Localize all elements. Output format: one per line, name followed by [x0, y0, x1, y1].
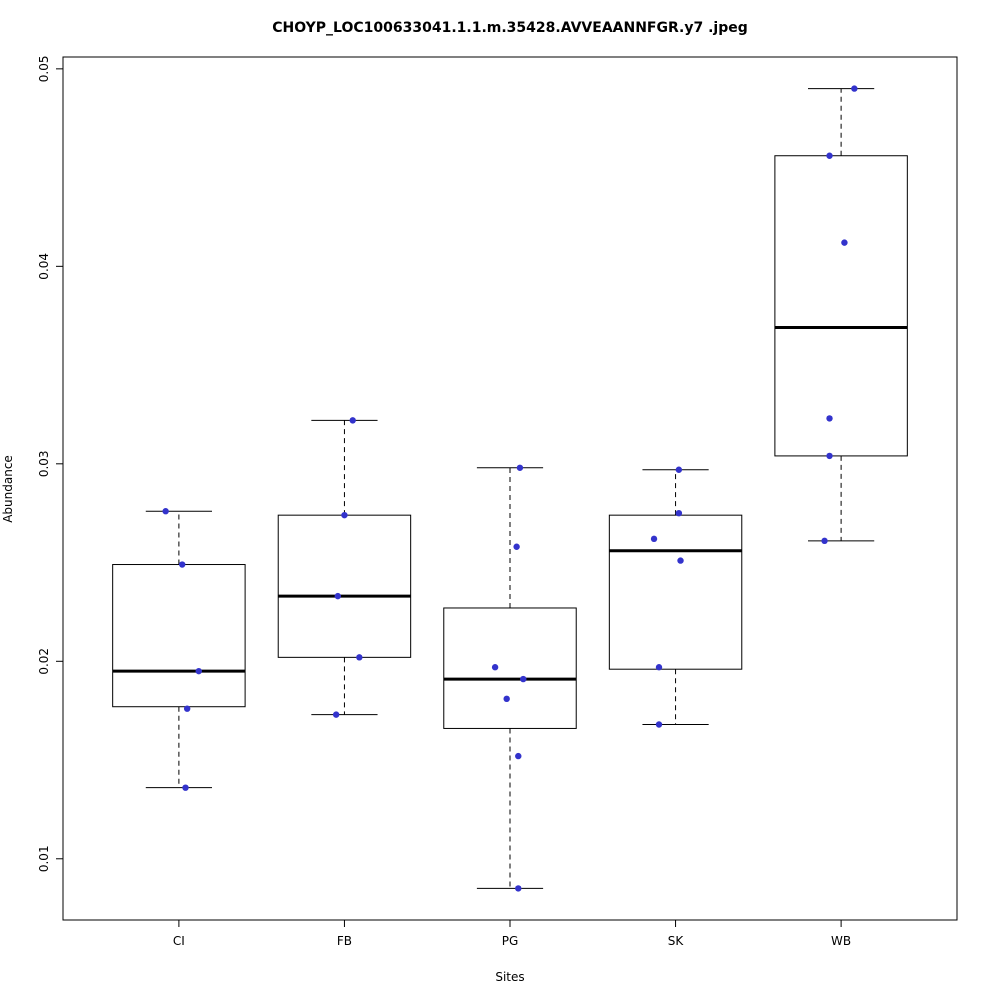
data-point-FB: [341, 511, 348, 519]
data-point-CI: [179, 561, 186, 568]
data-point-WB: [841, 239, 848, 246]
data-point-WB: [826, 415, 833, 422]
x-tick-label-PG: PG: [502, 934, 519, 948]
box-CI: [112, 564, 246, 708]
data-point-PG: [515, 752, 522, 760]
data-point-FB: [356, 654, 363, 661]
y-tick-label: 0.05: [37, 55, 51, 82]
data-point-SK: [675, 466, 683, 473]
box-SK: [608, 514, 743, 670]
data-point-FB: [332, 711, 340, 718]
y-tick-label: 0.02: [37, 648, 51, 675]
data-point-SK: [650, 535, 658, 543]
data-point-SK: [655, 721, 663, 728]
box-PG: [443, 607, 577, 729]
x-axis-label: Sites: [495, 970, 525, 984]
x-tick-label-CI: CI: [173, 934, 185, 948]
data-point-WB: [826, 452, 833, 460]
data-point-CI: [195, 667, 202, 675]
data-point-FB: [334, 592, 342, 600]
data-point-SK: [675, 509, 683, 517]
x-tick-label-SK: SK: [668, 934, 685, 948]
data-point-CI: [182, 784, 189, 791]
data-point-PG: [520, 675, 527, 683]
x-tick-label-WB: WB: [831, 934, 851, 948]
x-tick-label-FB: FB: [337, 934, 352, 948]
box-FB: [277, 514, 412, 658]
data-point-PG: [513, 543, 520, 550]
data-point-CI: [183, 705, 191, 712]
data-point-FB: [349, 417, 356, 424]
data-point-PG: [515, 885, 522, 892]
data-point-PG: [491, 664, 499, 671]
data-point-WB: [826, 152, 833, 159]
data-point-PG: [516, 464, 524, 471]
y-tick-label: 0.04: [37, 253, 51, 280]
data-point-WB: [821, 537, 828, 545]
y-tick-label: 0.01: [37, 845, 51, 872]
box-WB: [774, 155, 908, 457]
y-tick-label: 0.03: [37, 450, 51, 477]
data-point-SK: [677, 557, 684, 564]
data-point-WB: [851, 85, 858, 92]
data-point-PG: [503, 695, 510, 703]
chart-title: CHOYP_LOC100633041.1.1.m.35428.AVVEAANNF…: [272, 20, 748, 36]
data-point-CI: [162, 508, 169, 515]
data-point-SK: [655, 664, 663, 671]
